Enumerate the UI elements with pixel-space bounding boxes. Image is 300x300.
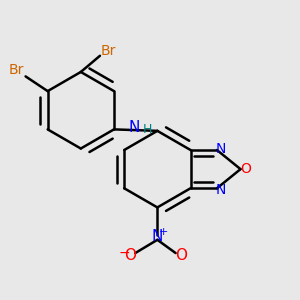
Text: O: O [240, 162, 251, 176]
Text: N: N [215, 183, 226, 197]
Text: N: N [215, 142, 226, 155]
Text: O: O [124, 248, 136, 263]
Text: Br: Br [9, 64, 24, 77]
Text: −: − [118, 245, 130, 260]
Text: O: O [175, 248, 187, 263]
Text: N: N [152, 230, 163, 244]
Text: H: H [143, 123, 152, 136]
Text: Br: Br [101, 44, 116, 58]
Text: N: N [128, 120, 140, 135]
Text: +: + [159, 227, 169, 237]
